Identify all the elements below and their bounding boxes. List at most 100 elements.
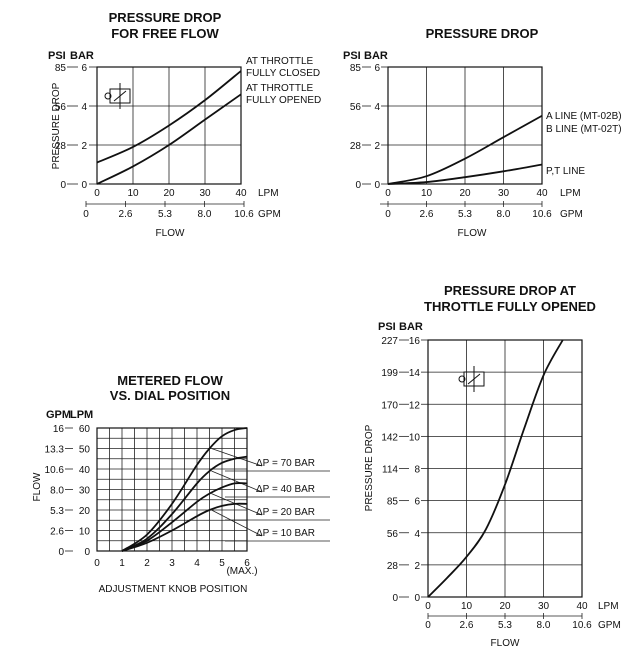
chart-pressure-drop-x-tick-lpm-0: 0 <box>385 188 391 199</box>
chart-throttle-open-y-tick-psi-7: 28 <box>387 561 399 572</box>
chart-free-flow-y-unit-bar: BAR <box>70 50 94 62</box>
chart-throttle-open-series-line-0 <box>427 339 564 598</box>
chart-metered-flow-title-line-2: VS. DIAL POSITION <box>110 388 230 403</box>
chart-free-flow-title-line-1: PRESSURE DROP <box>109 10 222 25</box>
chart-metered-flow-series-line-2 <box>121 482 248 552</box>
chart-metered-flow-y-tick-gpm-6: 0 <box>58 547 64 558</box>
chart-metered-flow-series-label-3: ΔP = 10 BAR <box>256 528 315 539</box>
chart-free-flow-x-tick-gpm-2: 5.3 <box>158 209 172 220</box>
chart-metered-flow-y-tick-lpm-2: 40 <box>79 465 91 476</box>
chart-throttle-open-y-tick-psi-5: 85 <box>387 497 399 508</box>
chart-metered-flow-y-unit-lpm: LPM <box>70 409 93 421</box>
chart-metered-flow-y-tick-lpm-0: 60 <box>79 424 91 435</box>
chart-throttle-open-y-tick-bar-3: 10 <box>409 432 421 443</box>
chart-metered-flow-series-line-0 <box>121 427 248 552</box>
chart-pressure-drop-series-label-0-1: B LINE (MT-02T) <box>546 124 622 135</box>
chart-throttle-open-x-tick-gpm-1: 2.6 <box>460 620 474 631</box>
chart-pressure-drop-x-tick-gpm-0: 0 <box>385 209 391 220</box>
chart-free-flow-y-tick-psi-2: 28 <box>55 141 67 152</box>
chart-free-flow-y-unit-psi: PSI <box>48 50 66 62</box>
chart-pressure-drop-y-tick-bar-1: 4 <box>374 102 380 113</box>
chart-free-flow-y-tick-bar-1: 4 <box>81 102 87 113</box>
chart-metered-flow-series-line-1 <box>121 455 248 552</box>
chart-metered-flow-y-axis-label: FLOW <box>32 472 43 501</box>
chart-throttle-open-x-tick-gpm-3: 8.0 <box>537 620 551 631</box>
chart-pressure-drop-title: PRESSURE DROP <box>426 26 539 41</box>
chart-throttle-open-y-tick-bar-6: 4 <box>414 529 420 540</box>
chart-throttle-open-y-tick-psi-3: 142 <box>381 432 398 443</box>
chart-free-flow-series-label-1-0: AT THROTTLE <box>246 83 314 94</box>
chart-free-flow-y-tick-psi-1: 56 <box>55 102 67 113</box>
chart-pressure-drop-x-tick-lpm-2: 20 <box>459 188 471 199</box>
chart-throttle-open-y-tick-bar-5: 6 <box>414 497 420 508</box>
chart-throttle-open-x-tick-gpm-0: 0 <box>425 620 431 631</box>
chart-pressure-drop-x-axis-label: FLOW <box>458 228 487 239</box>
chart-free-flow-x-tick-gpm-1: 2.6 <box>119 209 133 220</box>
chart-free-flow-y-tick-psi-0: 85 <box>55 63 67 74</box>
chart-metered-flow-x-tick-1: 1 <box>119 558 125 569</box>
chart-free-flow-y-tick-bar-2: 2 <box>81 141 87 152</box>
chart-metered-flow-plot-frame <box>96 427 248 552</box>
chart-pressure-drop-plot-frame <box>387 66 543 185</box>
chart-metered-flow-y-tick-lpm-3: 30 <box>79 486 91 497</box>
chart-throttle-open-x-tick-lpm-0: 0 <box>425 601 431 612</box>
chart-metered-flow-x-axis-label: ADJUSTMENT KNOB POSITION <box>99 584 248 595</box>
chart-free-flow-series-label-0-0: AT THROTTLE <box>246 56 314 67</box>
chart-metered-flow-y-tick-lpm-4: 20 <box>79 506 91 517</box>
chart-throttle-open-check-ball-icon <box>458 375 466 383</box>
chart-pressure-drop-x-tick-gpm-1: 2.6 <box>420 209 434 220</box>
chart-throttle-open-y-tick-psi-8: 0 <box>392 593 398 604</box>
chart-throttle-open-y-unit-psi: PSI <box>378 321 396 333</box>
chart-pressure-drop-x-tick-lpm-3: 30 <box>498 188 510 199</box>
chart-throttle-open-x-unit-lpm: LPM <box>598 601 619 612</box>
chart-free-flow-x-axis-label: FLOW <box>156 228 185 239</box>
chart-free-flow-x-tick-gpm-3: 8.0 <box>198 209 212 220</box>
chart-metered-flow-y-tick-gpm-4: 5.3 <box>50 506 64 517</box>
chart-metered-flow-series-leader-3 <box>211 509 263 537</box>
chart-free-flow-x-tick-gpm-4: 10.6 <box>234 209 254 220</box>
chart-free-flow-y-tick-psi-3: 0 <box>60 180 66 191</box>
chart-throttle-open-x-tick-gpm-2: 5.3 <box>498 620 512 631</box>
chart-metered-flow-y-tick-lpm-5: 10 <box>79 527 91 538</box>
chart-throttle-open-y-tick-psi-2: 170 <box>381 400 398 411</box>
chart-metered-flow-y-tick-gpm-5: 2.6 <box>50 527 64 538</box>
chart-metered-flow-x-tick-0: 0 <box>94 558 100 569</box>
chart-pressure-drop-y-tick-psi-1: 56 <box>350 102 362 113</box>
chart-throttle-open-y-tick-psi-1: 199 <box>381 368 398 379</box>
chart-free-flow-x-tick-lpm-4: 40 <box>235 188 247 199</box>
chart-free-flow-x-tick-lpm-0: 0 <box>94 188 100 199</box>
chart-metered-flow-y-tick-gpm-1: 13.3 <box>45 445 65 456</box>
chart-metered-flow-x-tick-6: 6 <box>244 558 250 569</box>
chart-metered-flow-x-tick-4: 4 <box>194 558 200 569</box>
chart-free-flow-title-line-2: FOR FREE FLOW <box>111 26 219 41</box>
chart-free-flow-y-tick-bar-0: 6 <box>81 63 87 74</box>
chart-free-flow-series-line-1 <box>96 93 242 185</box>
chart-pressure-drop-series-label-1-0: P,T LINE <box>546 166 585 177</box>
chart-metered-flow-title-line-1: METERED FLOW <box>117 373 223 388</box>
chart-throttle-open-y-axis-label: PRESSURE DROP <box>364 424 375 511</box>
chart-pressure-drop-x-tick-gpm-3: 8.0 <box>497 209 511 220</box>
chart-pressure-drop-y-tick-bar-2: 2 <box>374 141 380 152</box>
chart-metered-flow-x-max-label: (MAX.) <box>226 566 257 577</box>
chart-metered-flow-series-leader-1 <box>211 470 263 493</box>
chart-throttle-open-x-tick-gpm-4: 10.6 <box>572 620 592 631</box>
chart-free-flow-series-label-0-1: FULLY CLOSED <box>246 68 320 79</box>
chart-pressure-drop-x-unit-lpm: LPM <box>560 188 581 199</box>
chart-free-flow-check-ball-icon <box>104 92 112 100</box>
chart-throttle-open-title-line-1: PRESSURE DROP AT <box>444 283 576 298</box>
chart-free-flow-x-tick-gpm-0: 0 <box>83 209 89 220</box>
chart-pressure-drop-x-tick-lpm-1: 10 <box>421 188 433 199</box>
chart-throttle-open-y-tick-psi-0: 227 <box>381 336 398 347</box>
chart-pressure-drop-y-tick-psi-0: 85 <box>350 63 362 74</box>
chart-metered-flow-y-tick-lpm-6: 0 <box>84 547 90 558</box>
chart-throttle-open-y-tick-bar-8: 0 <box>414 593 420 604</box>
chart-free-flow-x-tick-lpm-1: 10 <box>127 188 139 199</box>
chart-pressure-drop-x-unit-gpm: GPM <box>560 209 583 220</box>
chart-free-flow-series-label-1-1: FULLY OPENED <box>246 95 321 106</box>
chart-metered-flow-x-tick-3: 3 <box>169 558 175 569</box>
chart-throttle-open-y-tick-psi-4: 114 <box>382 465 398 476</box>
chart-metered-flow-y-tick-gpm-2: 10.6 <box>45 465 65 476</box>
chart-metered-flow-series-label-1: ΔP = 40 BAR <box>256 484 315 495</box>
chart-throttle-open-y-tick-bar-1: 14 <box>409 368 421 379</box>
chart-throttle-open-x-tick-lpm-4: 40 <box>576 601 588 612</box>
